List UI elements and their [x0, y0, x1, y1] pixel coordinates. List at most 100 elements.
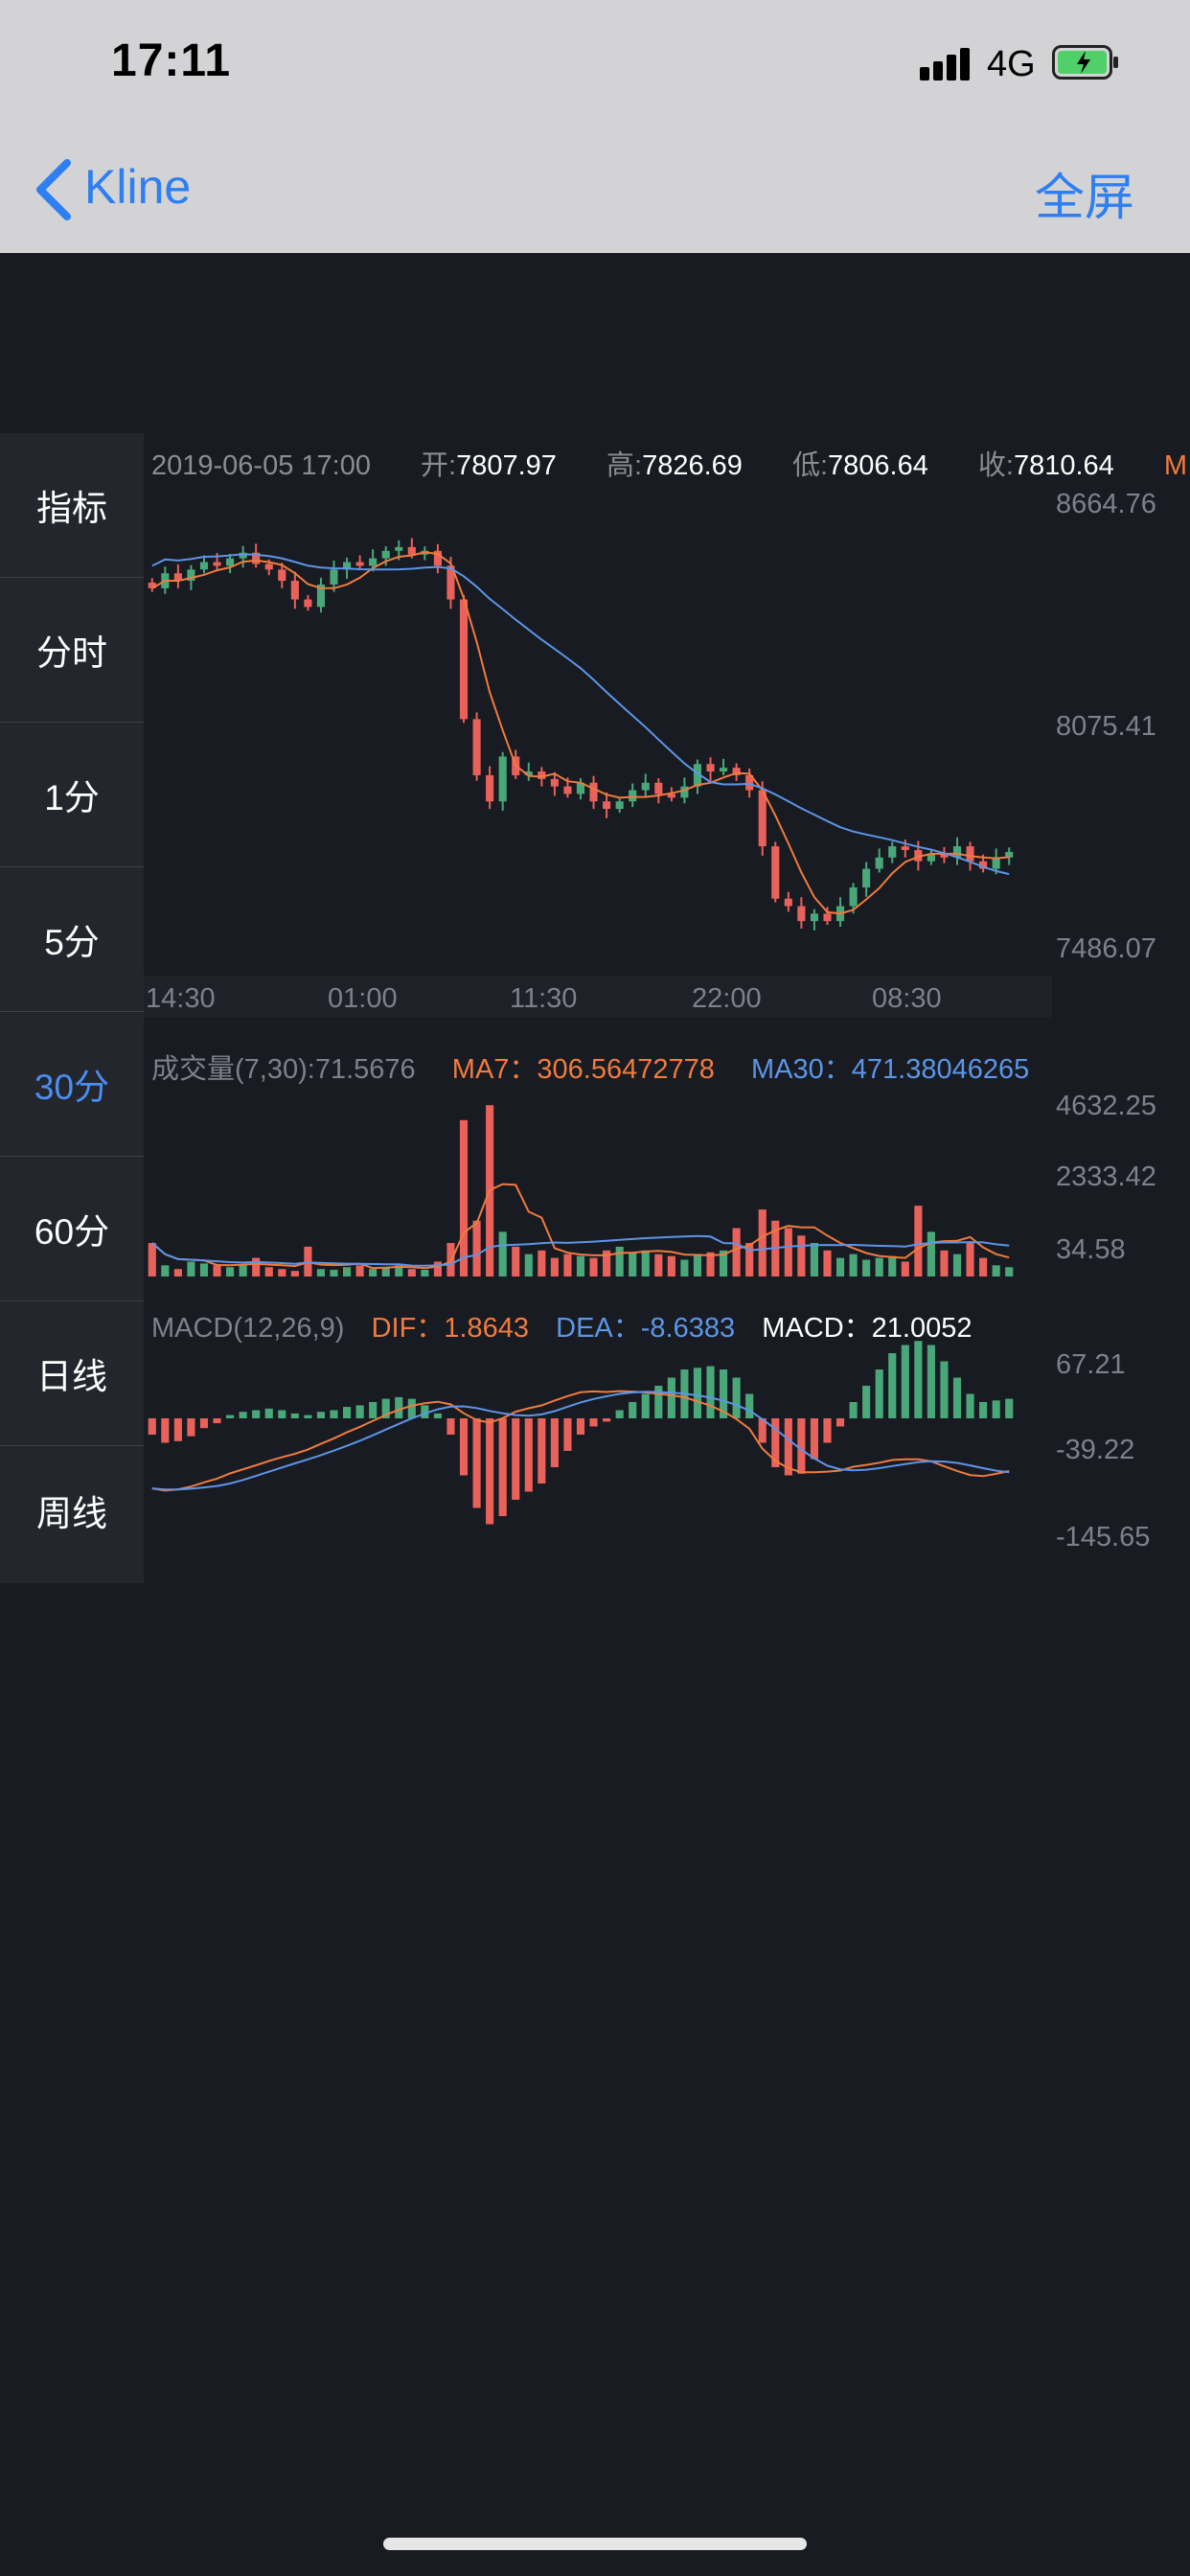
fullscreen-button[interactable]: 全屏 [1034, 171, 1134, 226]
macd-histogram-bar [784, 1418, 792, 1476]
macd-histogram-bar [966, 1393, 974, 1418]
macd-histogram-bar [342, 1407, 352, 1418]
volume-bar [355, 1265, 364, 1276]
volume-bar [187, 1261, 195, 1276]
macd-histogram-bar [369, 1402, 378, 1418]
time-axis-label: 14:30 [146, 983, 216, 1014]
candle-body [875, 857, 883, 869]
candle-body [563, 786, 572, 794]
sidebar-item-1min[interactable]: 1分 [44, 778, 100, 817]
candle-body [654, 782, 663, 794]
candle-body [784, 898, 792, 907]
home-indicator [383, 2538, 807, 2550]
open-label: 开: [421, 450, 457, 481]
candle-body [498, 756, 507, 802]
carrier-label: 4G [987, 44, 1036, 84]
candle-body [888, 846, 897, 858]
macd-histogram-bar [720, 1369, 728, 1418]
candle-body [771, 846, 780, 899]
volume-bar [407, 1269, 416, 1276]
candle-body [680, 786, 689, 798]
candle-body [290, 581, 299, 600]
candle-body [603, 801, 611, 810]
macd-legend: MACD(12,26,9) DIF：1.8643 DEA：-8.6383 MAC… [151, 1305, 972, 1346]
macd-histogram-bar [330, 1410, 338, 1418]
macd-histogram-bar [615, 1410, 624, 1418]
volume-bar [875, 1257, 883, 1276]
macd-histogram-bar [226, 1414, 235, 1418]
kline-chart[interactable] [0, 0, 1190, 1629]
macd-histogram-bar [433, 1413, 442, 1418]
volume-bar [940, 1250, 949, 1276]
macd-histogram-bar [888, 1353, 897, 1418]
sidebar-item-60min[interactable]: 60分 [34, 1212, 110, 1252]
macd-histogram-bar [835, 1418, 845, 1427]
volume-legend: 成交量(7,30):71.5676 MA7：306.56472778 MA30：… [151, 1046, 1029, 1087]
candle-body [732, 768, 741, 775]
chevron-left-icon[interactable] [33, 159, 75, 220]
macd-histogram-bar [407, 1398, 416, 1418]
back-button[interactable]: Kline [84, 160, 192, 214]
candle-body [862, 868, 871, 888]
candle-body [849, 887, 858, 907]
macd-histogram-bar [901, 1345, 909, 1418]
sidebar-divider [0, 866, 144, 867]
volume-bar [758, 1209, 767, 1276]
macd-histogram-bar [992, 1400, 1000, 1418]
macd-histogram-bar [810, 1418, 819, 1460]
time-axis-label: 11:30 [510, 983, 578, 1014]
sidebar-item-weekly[interactable]: 周线 [36, 1493, 107, 1533]
volume-bar [966, 1243, 974, 1276]
volume-bar [538, 1250, 546, 1276]
price-ma-short-line [151, 551, 1010, 915]
volume-bar [278, 1269, 286, 1276]
macd-histogram-bar [459, 1418, 469, 1476]
volume-bar [421, 1270, 429, 1276]
volume-bar [1005, 1267, 1014, 1276]
candle-body [940, 853, 949, 858]
sidebar-item-timeline[interactable]: 分时 [36, 633, 107, 673]
volume-axis-max: 4632.25 [1056, 1091, 1156, 1121]
candle-datetime: 2019-06-05 17:00 [151, 450, 371, 481]
macd-histogram-bar [797, 1418, 806, 1474]
macd-histogram-bar [264, 1408, 273, 1418]
candle-body [758, 790, 767, 847]
candle-body [1005, 851, 1014, 858]
macd-histogram-bar [603, 1418, 611, 1422]
volume-label: 成交量(7,30):71.5676 [151, 1054, 416, 1085]
volume-bar [226, 1267, 235, 1276]
sidebar-item-daily[interactable]: 日线 [36, 1357, 107, 1396]
navigation-bar [0, 126, 1190, 253]
candle-body [966, 846, 974, 862]
volume-bar [252, 1257, 261, 1276]
macd-histogram-bar [512, 1418, 520, 1500]
sidebar-divider [0, 1156, 144, 1157]
macd-axis-mid: -39.22 [1056, 1435, 1135, 1465]
volume-bar [498, 1231, 507, 1276]
macd-histogram-bar [304, 1414, 312, 1418]
volume-bar [849, 1254, 858, 1276]
macd-value-label: MACD：21.0052 [762, 1313, 973, 1344]
status-bar [0, 0, 1190, 126]
candle-body [395, 546, 403, 551]
volume-bar [835, 1257, 845, 1276]
volume-bar [239, 1265, 247, 1276]
volume-bar [330, 1270, 338, 1276]
macd-histogram-bar [940, 1361, 949, 1418]
sidebar-divider [0, 722, 144, 723]
macd-histogram-bar [446, 1418, 455, 1435]
candle-body [952, 846, 962, 858]
high-value: 7826.69 [642, 450, 743, 481]
macd-histogram-bar [173, 1418, 182, 1441]
candle-body [446, 565, 455, 600]
sidebar-item-30min[interactable]: 30分 [34, 1068, 110, 1107]
signal-icon [920, 46, 973, 80]
candle-body [810, 913, 819, 922]
candle-body [615, 801, 624, 810]
candle-body [667, 794, 675, 798]
volume-bar [693, 1254, 702, 1276]
volume-axis-mid: 2333.42 [1056, 1162, 1156, 1192]
sidebar-item-indicator[interactable]: 指标 [36, 489, 107, 528]
macd-histogram-bar [732, 1377, 741, 1418]
sidebar-item-5min[interactable]: 5分 [44, 923, 100, 962]
